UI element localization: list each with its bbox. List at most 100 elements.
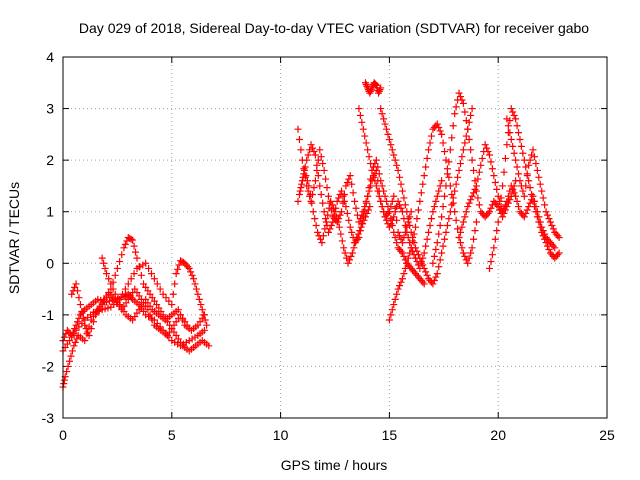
data-point-arc6 — [310, 184, 318, 192]
data-point-arc7 — [294, 197, 302, 205]
data-point-arc8 — [347, 252, 355, 260]
data-point-arc16 — [530, 153, 538, 161]
data-point-arc12 — [467, 249, 475, 257]
data-point-arc11 — [394, 166, 402, 174]
data-point-arc2 — [130, 242, 138, 250]
data-point-arc14 — [484, 148, 492, 156]
data-point-arc5 — [89, 318, 97, 326]
data-point-arc11 — [423, 271, 431, 279]
data-point-arc14 — [468, 192, 476, 200]
data-point-arc5 — [85, 331, 93, 339]
data-point-arc4 — [103, 270, 111, 278]
data-point-arc14 — [477, 161, 485, 169]
data-point-arc13 — [436, 221, 444, 229]
data-point-arc14 — [515, 203, 523, 211]
data-point-arc3 — [169, 290, 177, 298]
data-point-arc16 — [538, 187, 546, 195]
data-point-arc2 — [60, 376, 68, 384]
data-point-arc8 — [353, 234, 361, 241]
data-point-arc14 — [472, 182, 480, 190]
data-point-arc11 — [388, 146, 396, 154]
data-point-arc8 — [332, 213, 340, 221]
data-point-arc15 — [535, 218, 543, 226]
data-point-arc16 — [519, 187, 527, 195]
data-point-arc6 — [343, 178, 351, 186]
data-point-arc11 — [413, 247, 421, 255]
data-point-arc2 — [116, 258, 124, 266]
data-point-arc10 — [429, 208, 437, 216]
data-point-arc6 — [349, 189, 357, 197]
data-point-arc15 — [507, 105, 515, 113]
data-point-arc10 — [378, 203, 386, 211]
data-point-arc11 — [420, 264, 428, 272]
data-point-arc3 — [156, 285, 164, 293]
data-point-arc15 — [533, 213, 541, 221]
data-point-arc6 — [338, 208, 346, 216]
data-point-arc10 — [432, 197, 440, 205]
data-point-arc11 — [456, 160, 464, 168]
data-point-arc12 — [404, 254, 412, 262]
data-point-arc7 — [310, 148, 318, 156]
y-tick-label: 2 — [46, 152, 54, 168]
data-point-arc11 — [385, 136, 393, 144]
data-point-arc13 — [487, 204, 495, 212]
data-point-arc2 — [64, 362, 72, 370]
data-point-arc6 — [358, 211, 366, 219]
data-point-arc7 — [324, 228, 332, 236]
data-point-arc13 — [432, 246, 440, 254]
data-point-arc15 — [501, 154, 509, 162]
data-point-arc3 — [168, 301, 176, 309]
data-point-arc11 — [401, 201, 409, 209]
data-point-arc13 — [443, 170, 451, 178]
data-point-arc7 — [307, 141, 315, 149]
data-point-arc12 — [403, 259, 411, 267]
data-point-arc15 — [539, 232, 547, 240]
data-point-arc13 — [429, 259, 437, 267]
data-point-arc7 — [320, 208, 328, 216]
data-point-arc5 — [84, 328, 92, 336]
data-point-arc4 — [100, 259, 108, 267]
data-point-arc13 — [430, 252, 438, 260]
data-point-arc11 — [461, 139, 469, 147]
data-point-arc3 — [121, 285, 129, 293]
data-point-arc9 — [361, 79, 369, 87]
data-point-arc8 — [331, 208, 339, 216]
data-point-arc13 — [475, 201, 483, 209]
data-point-arc8 — [364, 206, 372, 214]
data-point-arc4 — [109, 285, 117, 293]
data-point-arc16 — [512, 156, 520, 164]
data-point-arc15 — [555, 249, 563, 257]
x-axis-label: GPS time / hours — [281, 457, 388, 473]
data-point-arc16 — [548, 221, 556, 229]
data-point-arc15 — [526, 184, 534, 192]
data-point-arc7 — [375, 170, 383, 178]
data-point-arc8 — [337, 230, 345, 238]
data-point-arc15 — [503, 141, 511, 149]
data-point-arc7 — [364, 192, 372, 200]
data-point-arc15 — [519, 149, 527, 157]
data-point-arc6 — [311, 177, 319, 185]
data-point-arc11 — [417, 258, 425, 266]
data-point-arc16 — [515, 170, 523, 178]
data-point-arc8 — [305, 182, 313, 190]
data-point-arc8 — [346, 256, 354, 264]
data-point-arc8 — [308, 199, 316, 207]
data-point-arc8 — [318, 239, 326, 247]
data-point-arc12 — [425, 146, 433, 154]
y-tick-label: -3 — [42, 410, 55, 426]
data-points — [59, 79, 563, 391]
data-point-arc15 — [517, 142, 525, 150]
data-point-arc11 — [443, 221, 451, 229]
data-point-arc11 — [448, 201, 456, 209]
data-point-arc8 — [351, 239, 359, 247]
data-point-arc3 — [171, 280, 179, 288]
data-point-arc7 — [398, 249, 406, 257]
data-point-arc16 — [516, 177, 524, 185]
data-point-arc7 — [338, 187, 346, 195]
data-point-arc12 — [472, 218, 480, 226]
data-point-arc15 — [497, 194, 505, 202]
data-point-arc10 — [391, 208, 399, 216]
data-point-arc15 — [554, 251, 562, 259]
data-point-arc7 — [342, 203, 350, 211]
data-point-arc12 — [448, 191, 456, 199]
